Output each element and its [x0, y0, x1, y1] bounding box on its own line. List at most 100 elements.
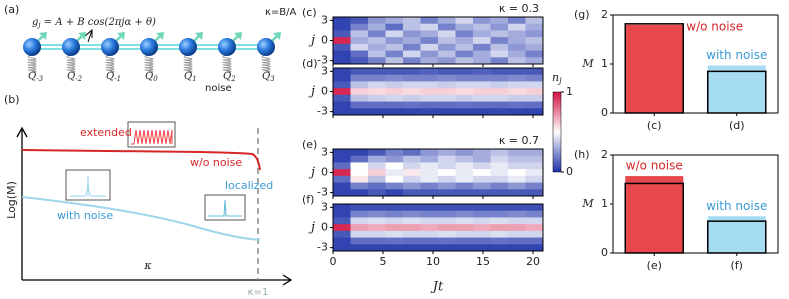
- spin-arrow-head: [234, 32, 242, 40]
- colorbar-letter: n: [552, 71, 559, 84]
- heat-cell: [333, 230, 351, 238]
- heat-cell: [438, 68, 456, 76]
- q-letter: Q: [106, 71, 114, 82]
- y-tick-label: 1: [601, 57, 608, 70]
- y-label: j: [308, 33, 315, 48]
- heat-cell: [385, 68, 404, 76]
- heat-cell: [333, 244, 351, 252]
- heat-cell: [473, 30, 491, 38]
- heat-cell: [455, 37, 474, 45]
- heat-cell: [473, 169, 491, 177]
- q-sub: -2: [75, 75, 82, 83]
- heat-cell: [508, 23, 526, 31]
- heat-cell: [385, 155, 404, 163]
- heat-cell: [403, 37, 421, 45]
- heat-cell: [368, 50, 386, 58]
- heat-cell: [525, 43, 544, 51]
- heat-cell: [455, 182, 474, 190]
- heat-cell: [508, 57, 526, 65]
- x-tick-label: 5: [380, 255, 387, 268]
- heat-cell: [508, 224, 526, 232]
- y-label: j: [308, 220, 315, 235]
- heat-cell: [368, 108, 386, 116]
- series-label: w/o noise: [626, 159, 683, 173]
- spring: [66, 54, 76, 73]
- series-label: with noise: [706, 199, 767, 213]
- heat-cell: [508, 210, 526, 218]
- heat-cell: [420, 30, 439, 38]
- heat-cell: [508, 230, 526, 238]
- inset-peak: [208, 199, 242, 217]
- heat-cell: [403, 204, 421, 212]
- heat-cell: [438, 237, 456, 245]
- heat-cell: [368, 57, 386, 65]
- heat-cell: [420, 244, 439, 252]
- heat-cell: [525, 224, 544, 232]
- heat-cell: [490, 81, 509, 89]
- heat-cell: [490, 23, 509, 31]
- heat-cell: [455, 50, 474, 58]
- heat-cell: [333, 23, 351, 31]
- colorbar-tick-label: 1: [566, 85, 573, 98]
- heat-cell: [333, 57, 351, 65]
- heat-cell: [508, 162, 526, 170]
- qubit: [218, 38, 236, 56]
- heat-cell: [525, 169, 544, 177]
- heat-cell: [385, 182, 404, 190]
- heat-cell: [490, 68, 509, 76]
- heat-cell: [333, 17, 351, 25]
- heat-cell: [403, 30, 421, 38]
- x-label: κ: [143, 259, 152, 272]
- spring: [105, 54, 115, 73]
- heat-cell: [525, 94, 544, 102]
- heat-cell: [490, 74, 509, 82]
- heat-cell: [350, 230, 369, 238]
- heat-cell: [350, 50, 369, 58]
- heat-cell: [420, 182, 439, 190]
- heat-cell: [403, 224, 421, 232]
- series-label: w/o noise: [686, 20, 743, 34]
- y-tick-label: -3: [317, 105, 328, 118]
- heat-cell: [508, 175, 526, 183]
- heat-cell: [473, 189, 491, 197]
- heat-cell: [438, 175, 456, 183]
- heat-cell: [473, 175, 491, 183]
- qubit: [140, 38, 158, 56]
- q-sub: 1: [192, 75, 196, 83]
- heat-cell: [403, 182, 421, 190]
- heat-cell: [385, 149, 404, 157]
- y-tick-label: -3: [317, 241, 328, 254]
- heat-cell: [403, 155, 421, 163]
- heat-cell: [420, 224, 439, 232]
- heat-cell: [490, 182, 509, 190]
- heat-cell: [350, 74, 369, 82]
- q-letter: Q: [184, 71, 192, 82]
- heat-cell: [350, 68, 369, 76]
- kappa-label: κ = 0.7: [499, 134, 539, 147]
- heat-cell: [385, 37, 404, 45]
- heat-cell: [403, 230, 421, 238]
- heat-cell: [368, 189, 386, 197]
- heat-cell: [368, 149, 386, 157]
- heat-cell: [403, 94, 421, 102]
- heat-cell: [403, 108, 421, 116]
- heat-cell: [455, 23, 474, 31]
- heat-cell: [490, 210, 509, 218]
- heat-cell: [385, 23, 404, 31]
- heat-cell: [350, 57, 369, 65]
- heat-cell: [508, 37, 526, 45]
- heat-cell: [420, 57, 439, 65]
- heat-cell: [473, 101, 491, 109]
- axes-frame: [612, 154, 779, 254]
- heat-cell: [508, 88, 526, 96]
- heat-cell: [403, 169, 421, 177]
- panel-label: (a): [4, 3, 19, 16]
- heat-cell: [438, 57, 456, 65]
- y-tick-label: 3: [321, 145, 328, 158]
- bar: [625, 24, 684, 113]
- qubit: [179, 38, 197, 56]
- y-tick-label: 1: [601, 197, 608, 210]
- y-label: M: [581, 197, 594, 210]
- heat-cell: [455, 57, 474, 65]
- heat-cell: [508, 94, 526, 102]
